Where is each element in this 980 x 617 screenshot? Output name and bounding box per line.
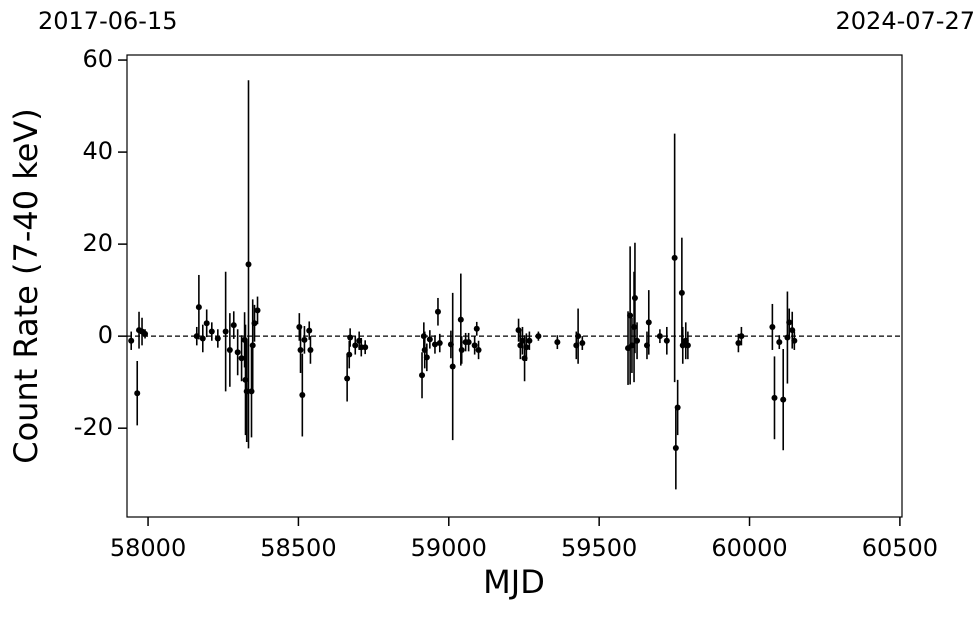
data-point xyxy=(627,312,634,319)
data-point xyxy=(526,337,533,344)
data-point xyxy=(672,444,679,451)
data-point xyxy=(791,337,798,344)
data-point xyxy=(134,390,141,397)
x-tick-label: 59500 xyxy=(561,534,637,562)
data-point xyxy=(242,376,249,383)
x-axis-label: MJD xyxy=(483,563,545,601)
data-point xyxy=(344,375,351,382)
x-tick-label: 59000 xyxy=(411,534,487,562)
x-tick-label: 60500 xyxy=(862,534,938,562)
data-point xyxy=(738,333,745,340)
data-point xyxy=(434,308,441,315)
data-point xyxy=(419,372,426,379)
x-tick-label: 58500 xyxy=(260,534,336,562)
data-point xyxy=(780,396,787,403)
data-point xyxy=(465,339,472,346)
data-point xyxy=(199,335,206,342)
data-point xyxy=(362,344,369,351)
y-axis-label: Count Rate (7-40 keV) xyxy=(7,108,45,463)
data-point xyxy=(423,354,430,361)
data-point xyxy=(679,342,686,349)
data-point xyxy=(214,335,221,342)
data-point xyxy=(297,346,304,353)
data-point xyxy=(195,304,202,311)
data-point xyxy=(471,342,478,349)
data-point xyxy=(475,346,482,353)
data-point xyxy=(674,404,681,411)
data-point xyxy=(249,342,256,349)
data-point xyxy=(296,323,303,330)
data-point xyxy=(299,392,306,399)
data-point xyxy=(554,339,561,346)
end-date: 2024-07-27 xyxy=(836,7,975,35)
y-tick-label: 60 xyxy=(82,45,113,73)
data-point xyxy=(671,254,678,261)
data-point xyxy=(301,336,308,343)
start-date: 2017-06-15 xyxy=(38,7,177,35)
data-point xyxy=(631,294,638,301)
data-point xyxy=(634,337,641,344)
data-point xyxy=(771,394,778,401)
data-point xyxy=(431,341,438,348)
data-point xyxy=(203,320,210,327)
data-point xyxy=(535,333,542,340)
data-point xyxy=(663,337,670,344)
data-point xyxy=(222,328,229,335)
data-point xyxy=(575,333,582,340)
data-point xyxy=(230,322,237,329)
x-tick-label: 60000 xyxy=(711,534,787,562)
data-point xyxy=(769,323,776,330)
data-point xyxy=(352,342,359,349)
data-point xyxy=(523,344,530,351)
data-point xyxy=(254,307,261,314)
data-point xyxy=(579,340,586,347)
data-point xyxy=(426,336,433,343)
data-point xyxy=(307,346,314,353)
data-point xyxy=(457,316,464,323)
data-point xyxy=(645,319,652,326)
data-point xyxy=(458,346,465,353)
data-point xyxy=(234,349,241,356)
y-tick-label: 20 xyxy=(82,229,113,257)
data-point xyxy=(735,340,742,347)
data-point xyxy=(631,323,638,330)
data-point xyxy=(473,325,480,332)
data-point xyxy=(346,351,353,358)
y-tick-label: -20 xyxy=(74,413,113,441)
data-point xyxy=(776,339,783,346)
data-point xyxy=(193,333,200,340)
data-point xyxy=(208,328,215,335)
data-point xyxy=(248,388,255,395)
data-point xyxy=(347,334,354,341)
data-point xyxy=(226,346,233,353)
x-tick-label: 58000 xyxy=(110,534,186,562)
data-point xyxy=(436,340,443,347)
data-point xyxy=(142,330,149,337)
data-point xyxy=(251,320,258,327)
data-point xyxy=(128,337,135,344)
data-point xyxy=(420,333,427,340)
data-point xyxy=(684,342,691,349)
data-point xyxy=(786,319,793,326)
y-tick-label: 40 xyxy=(82,137,113,165)
data-point xyxy=(449,363,456,370)
data-point xyxy=(306,327,313,334)
data-point xyxy=(656,333,663,340)
y-tick-label: 0 xyxy=(98,321,113,349)
data-point xyxy=(245,261,252,268)
plot-frame xyxy=(126,54,903,518)
data-point xyxy=(678,289,685,296)
data-point xyxy=(238,355,245,362)
